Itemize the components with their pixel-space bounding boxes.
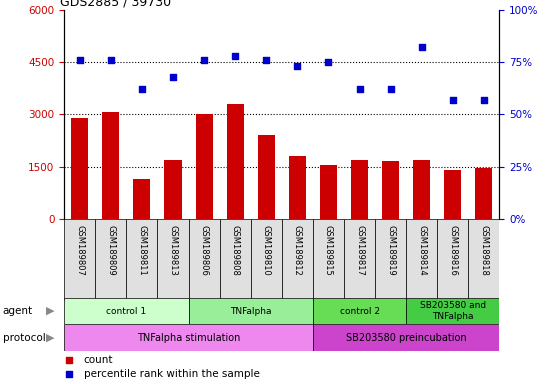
Bar <box>344 219 375 301</box>
Text: control 1: control 1 <box>106 306 146 316</box>
Bar <box>444 170 461 219</box>
Bar <box>382 161 399 219</box>
Point <box>386 86 395 92</box>
Bar <box>133 179 151 219</box>
Point <box>317 180 326 187</box>
Bar <box>289 156 306 219</box>
Text: TNFalpha: TNFalpha <box>230 306 271 316</box>
Point <box>355 86 364 92</box>
Text: GSM189808: GSM189808 <box>230 225 239 276</box>
Bar <box>64 219 95 301</box>
Text: SB203580 preincubation: SB203580 preincubation <box>346 333 466 343</box>
Text: GSM189814: GSM189814 <box>417 225 426 275</box>
Text: GSM189807: GSM189807 <box>75 225 84 276</box>
Bar <box>71 118 88 219</box>
Text: control 2: control 2 <box>339 306 379 316</box>
Bar <box>220 219 251 301</box>
Bar <box>195 114 213 219</box>
Bar <box>320 165 337 219</box>
Bar <box>64 298 189 324</box>
Bar <box>475 168 492 219</box>
Bar <box>189 219 220 301</box>
Text: GSM189819: GSM189819 <box>386 225 395 275</box>
Text: GSM189810: GSM189810 <box>262 225 271 275</box>
Bar <box>258 135 275 219</box>
Bar <box>282 219 313 301</box>
Bar <box>375 219 406 301</box>
Bar <box>102 113 119 219</box>
Bar <box>406 219 437 301</box>
Point <box>230 53 239 59</box>
Text: GSM189815: GSM189815 <box>324 225 333 275</box>
Text: count: count <box>84 355 113 365</box>
Bar <box>251 219 282 301</box>
Point <box>200 57 209 63</box>
Bar <box>189 298 313 324</box>
Text: GSM189809: GSM189809 <box>107 225 116 275</box>
Text: GSM189811: GSM189811 <box>137 225 146 275</box>
Point <box>293 63 302 69</box>
Bar <box>95 219 126 301</box>
Bar <box>313 298 406 324</box>
Bar <box>313 219 344 301</box>
Text: GSM189816: GSM189816 <box>448 225 457 276</box>
Point <box>448 96 457 103</box>
Text: ▶: ▶ <box>46 306 54 316</box>
Bar <box>157 219 189 301</box>
Text: protocol: protocol <box>3 333 46 343</box>
Text: percentile rank within the sample: percentile rank within the sample <box>84 369 259 379</box>
Text: GSM189813: GSM189813 <box>169 225 177 276</box>
Point <box>417 44 426 50</box>
Text: GDS2885 / 39730: GDS2885 / 39730 <box>60 0 171 8</box>
Bar <box>406 298 499 324</box>
Text: GSM189817: GSM189817 <box>355 225 364 276</box>
Text: ▶: ▶ <box>46 333 54 343</box>
Bar <box>165 160 181 219</box>
Point <box>137 86 146 92</box>
Point <box>169 73 177 79</box>
Bar <box>64 324 313 351</box>
Text: GSM189812: GSM189812 <box>293 225 302 275</box>
Point <box>317 310 326 316</box>
Bar <box>413 160 430 219</box>
Text: TNFalpha stimulation: TNFalpha stimulation <box>137 333 240 343</box>
Point <box>75 57 84 63</box>
Point <box>262 57 271 63</box>
Point <box>107 57 116 63</box>
Bar <box>126 219 157 301</box>
Point <box>479 96 488 103</box>
Bar <box>351 160 368 219</box>
Bar <box>313 324 499 351</box>
Text: GSM189818: GSM189818 <box>479 225 488 276</box>
Bar <box>227 104 244 219</box>
Text: GSM189806: GSM189806 <box>200 225 209 276</box>
Text: SB203580 and
TNFalpha: SB203580 and TNFalpha <box>420 301 486 321</box>
Text: agent: agent <box>3 306 33 316</box>
Point <box>324 59 333 65</box>
Bar <box>468 219 499 301</box>
Bar <box>437 219 468 301</box>
